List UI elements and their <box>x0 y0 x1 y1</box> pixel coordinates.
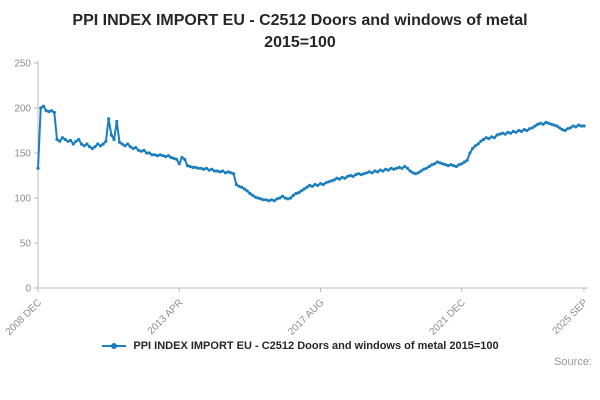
svg-text:250: 250 <box>14 59 31 70</box>
svg-text:50: 50 <box>20 239 32 250</box>
legend-label: PPI INDEX IMPORT EU - C2512 Doors and wi… <box>133 340 499 353</box>
svg-text:2013 APR: 2013 APR <box>146 298 186 338</box>
svg-text:150: 150 <box>14 149 31 160</box>
chart-legend: PPI INDEX IMPORT EU - C2512 Doors and wi… <box>0 340 600 352</box>
legend-line-marker-icon <box>102 343 127 350</box>
svg-text:2025 SEP: 2025 SEP <box>550 297 590 337</box>
svg-text:2017 AUG: 2017 AUG <box>286 297 327 338</box>
svg-text:2021 DEC: 2021 DEC <box>427 298 467 338</box>
svg-text:100: 100 <box>14 194 31 205</box>
source-label: Source: <box>554 356 592 369</box>
line-chart-canvas: 0 50 100 150 200 250 2008 DEC 2013 APR 2017 AUG 2… <box>4 59 591 338</box>
chart-title: PPI INDEX IMPORT EU - C2512 Doors and wi… <box>72 12 528 51</box>
svg-text:0: 0 <box>25 284 31 295</box>
svg-text:200: 200 <box>14 104 31 115</box>
svg-text:2008 DEC: 2008 DEC <box>4 298 44 338</box>
